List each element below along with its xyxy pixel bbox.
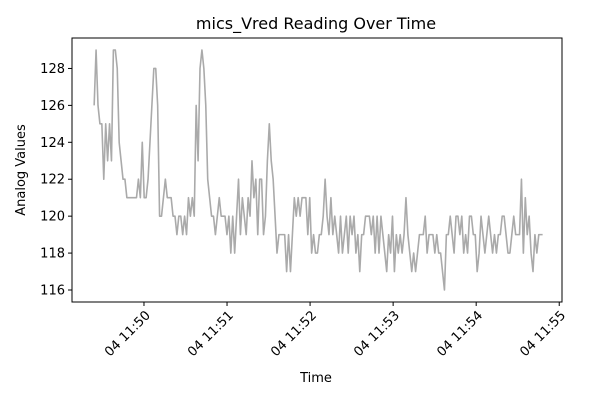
x-axis-label: Time: [299, 371, 332, 386]
y-tick-label: 116: [40, 284, 65, 299]
x-tick-label: 04 11:51: [185, 308, 237, 360]
y-axis: 116 118 120 122 124 126 128: [40, 62, 72, 299]
x-tick-label: 04 11:50: [102, 308, 154, 360]
x-tick-label: 04 11:55: [517, 308, 569, 360]
y-tick-label: 124: [40, 136, 65, 151]
x-tick-label: 04 11:53: [351, 308, 403, 360]
x-axis: 04 11:50 04 11:51 04 11:52 04 11:53 04 11:54…: [102, 302, 569, 360]
x-tick-label: 04 11:54: [434, 308, 486, 360]
y-tick-label: 128: [40, 62, 65, 77]
y-tick-label: 120: [40, 210, 65, 225]
x-tick-label: 04 11:52: [268, 308, 320, 360]
plot-area-frame: [71, 37, 563, 303]
series-line: [93, 49, 543, 291]
y-axis-label: Analog Values: [14, 124, 29, 216]
y-tick-label: 118: [40, 247, 65, 262]
y-tick-label: 122: [40, 173, 65, 188]
y-tick-label: 126: [40, 99, 65, 114]
chart-title: mics_Vred Reading Over Time: [196, 14, 436, 34]
